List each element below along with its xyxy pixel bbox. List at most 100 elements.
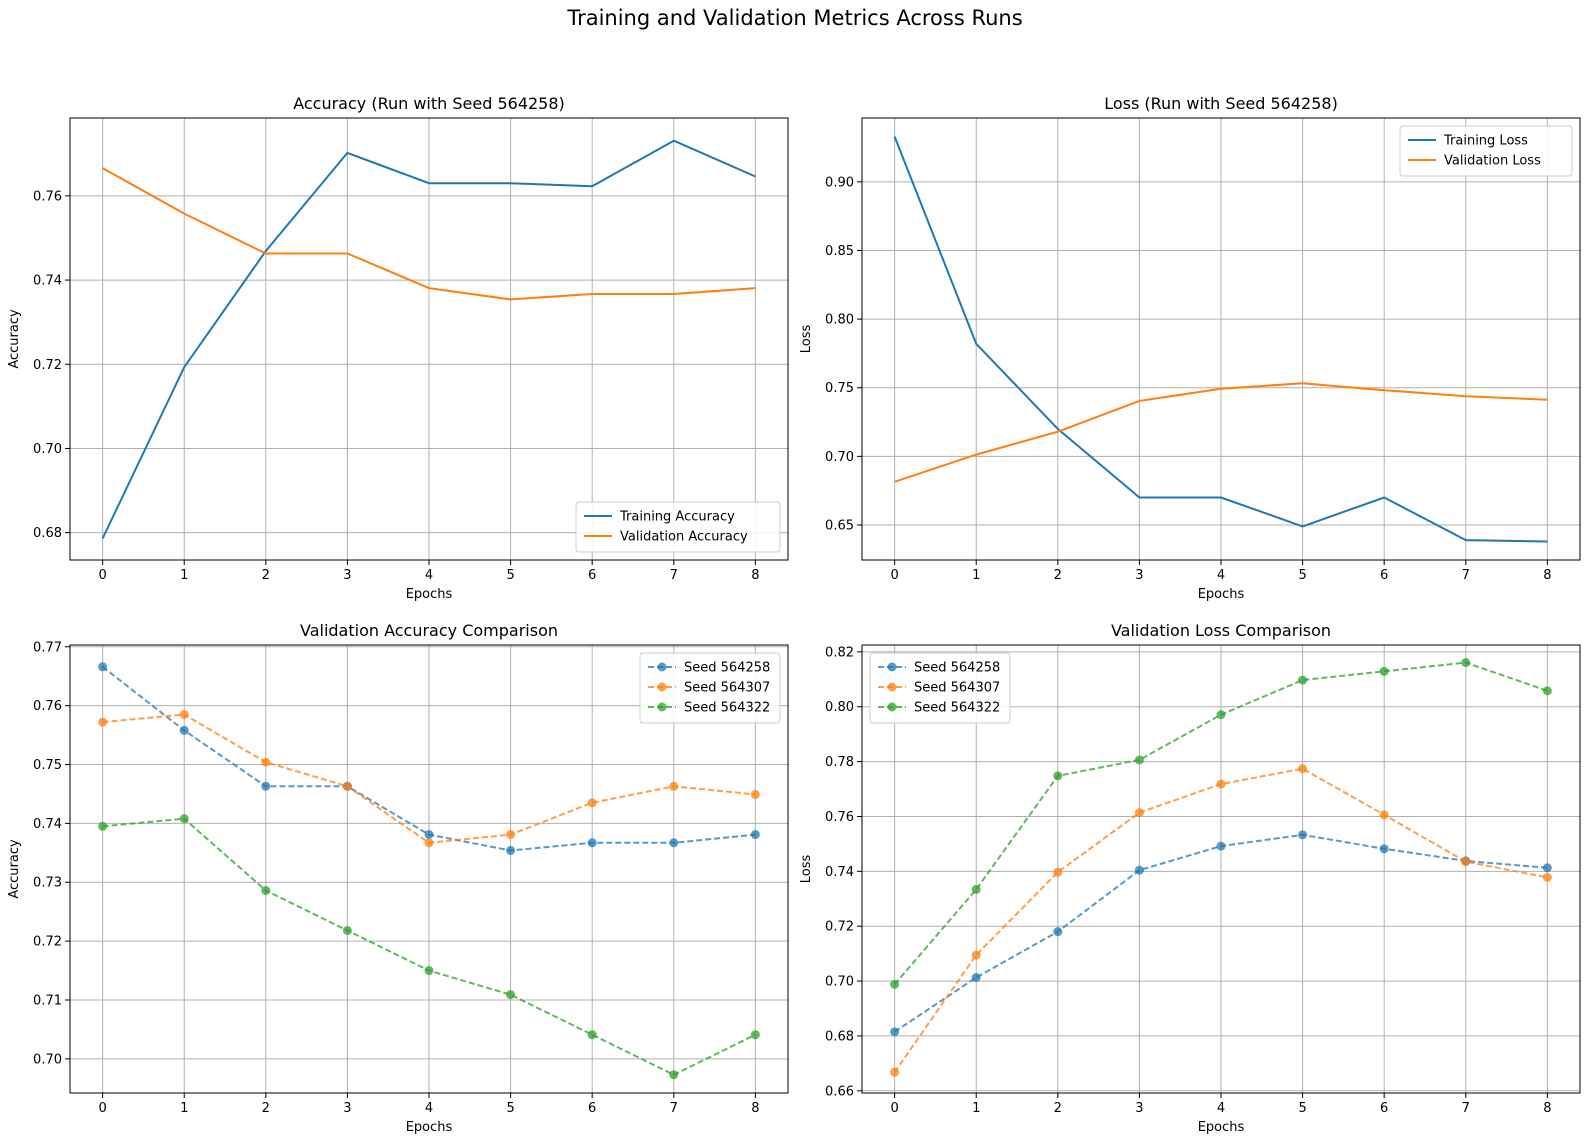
y-tick-label: 0.85: [825, 244, 854, 259]
data-point: [669, 781, 679, 791]
x-tick-label: 5: [506, 568, 514, 583]
y-tick-label: 0.82: [825, 645, 854, 660]
y-tick-label: 0.72: [825, 920, 854, 935]
x-tick-label: 7: [670, 1101, 678, 1116]
data-point: [179, 725, 189, 735]
x-tick-label: 2: [262, 568, 270, 583]
x-tick-label: 1: [180, 1101, 188, 1116]
series-line-1: [893, 136, 1548, 543]
chart-title: Accuracy (Run with Seed 564258): [293, 94, 565, 113]
data-point: [890, 979, 900, 989]
data-point: [424, 830, 434, 840]
y-tick-label: 0.80: [825, 313, 854, 328]
y-axis-label: Accuracy: [7, 309, 22, 369]
legend-box: [869, 652, 1011, 724]
x-tick-label: 0: [890, 568, 898, 583]
legend-label-2: Seed 564307: [684, 681, 770, 696]
x-tick-label: 6: [1380, 1101, 1388, 1116]
y-tick-label: 0.73: [33, 876, 62, 891]
data-point: [1298, 675, 1308, 685]
data-point: [669, 838, 679, 848]
data-point: [971, 973, 981, 983]
legend-marker-2: [657, 682, 667, 692]
x-tick-label: 5: [506, 1101, 514, 1116]
x-tick-label: 8: [1543, 568, 1551, 583]
x-tick-label: 1: [972, 1101, 980, 1116]
data-point: [1134, 865, 1144, 875]
x-tick-label: 5: [1298, 568, 1306, 583]
data-point: [179, 709, 189, 719]
x-tick-label: 8: [751, 1101, 759, 1116]
x-tick-label: 7: [1462, 1101, 1470, 1116]
data-point: [342, 926, 352, 936]
legend-box: [1399, 125, 1573, 177]
x-tick-label: 3: [343, 568, 351, 583]
chart-title: Validation Accuracy Comparison: [300, 621, 558, 640]
data-point: [1134, 808, 1144, 818]
figure-title: Training and Validation Metrics Across R…: [567, 6, 1023, 30]
x-tick-label: 8: [751, 568, 759, 583]
y-tick-label: 0.76: [825, 810, 854, 825]
legend-label-2: Seed 564307: [914, 681, 1000, 696]
chart-title: Loss (Run with Seed 564258): [1104, 94, 1338, 113]
legend: Seed 564258 Seed 564307 Seed 564322: [869, 652, 1011, 724]
y-tick-label: 0.75: [825, 381, 854, 396]
data-point: [98, 662, 108, 672]
series-line-2: [894, 382, 1548, 483]
y-tick-label: 0.74: [825, 865, 854, 880]
x-tick-label: 4: [1217, 568, 1225, 583]
series-line-2: [102, 167, 756, 301]
legend-box: [639, 652, 781, 724]
y-tick-label: 0.90: [825, 175, 854, 190]
y-tick-label: 0.66: [825, 1084, 854, 1099]
x-tick-label: 0: [98, 568, 106, 583]
x-tick-label: 6: [588, 568, 596, 583]
x-axis-label: Epochs: [1198, 587, 1245, 602]
y-tick-label: 0.71: [33, 993, 62, 1008]
data-point: [1216, 710, 1226, 720]
data-point: [890, 1027, 900, 1037]
x-axis-label: Epochs: [1198, 1120, 1245, 1135]
data-point: [1379, 666, 1389, 676]
x-tick-label: 2: [262, 1101, 270, 1116]
data-point: [506, 845, 516, 855]
x-tick-label: 7: [1462, 568, 1470, 583]
data-point: [98, 717, 108, 727]
data-point: [1461, 857, 1471, 867]
y-tick-label: 0.70: [825, 975, 854, 990]
legend-label-1: Training Accuracy: [619, 510, 735, 525]
data-point: [669, 1070, 679, 1080]
data-point: [506, 830, 516, 840]
chart-acc: 0 1 2 3 4 5 6 7 8 0.68 0.70 0.72 0.74 0.76 Accuracy (R…: [7, 94, 789, 602]
y-tick-label: 0.65: [825, 518, 854, 533]
legend-marker-3: [657, 702, 667, 712]
y-tick-label: 0.72: [33, 935, 62, 950]
y-tick-label: 0.76: [33, 189, 62, 204]
legend-label-1: Training Loss: [1443, 134, 1528, 149]
x-tick-label: 3: [1135, 568, 1143, 583]
data-point: [1134, 755, 1144, 765]
x-tick-label: 4: [1217, 1101, 1225, 1116]
series-line-1: [101, 139, 756, 539]
x-axis-label: Epochs: [406, 1120, 453, 1135]
data-point: [179, 814, 189, 824]
data-point: [261, 757, 271, 767]
y-axis-label: Loss: [799, 325, 814, 354]
data-point: [1216, 779, 1226, 789]
legend-marker-1: [887, 662, 897, 672]
data-point: [342, 781, 352, 791]
data-point: [750, 1030, 760, 1040]
data-point: [1298, 764, 1308, 774]
legend-label-1: Seed 564258: [914, 661, 1000, 676]
y-tick-label: 0.74: [33, 274, 62, 289]
data-point: [750, 790, 760, 800]
data-point: [1379, 810, 1389, 820]
chart-loss: 0 1 2 3 4 5 6 7 8 0.65 0.70 0.75 0.80 0.85 0.90 Loss (R…: [799, 94, 1581, 602]
data-point: [424, 966, 434, 976]
data-point: [1298, 830, 1308, 840]
data-point: [1542, 872, 1552, 882]
legend-label-2: Validation Loss: [1444, 154, 1541, 169]
data-point: [506, 990, 516, 1000]
legend: Training Accuracy Validation Accuracy: [575, 501, 781, 553]
x-axis-label: Epochs: [406, 587, 453, 602]
